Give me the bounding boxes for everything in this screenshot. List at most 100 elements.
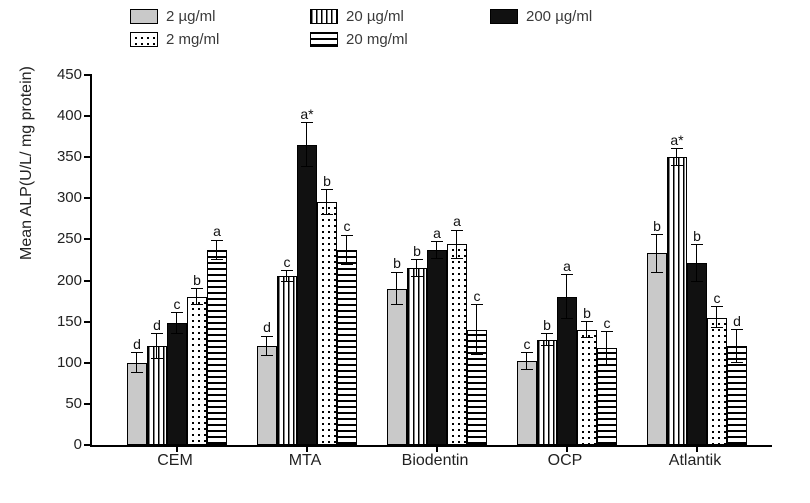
error-cap <box>341 235 353 236</box>
bar-value-label: c <box>335 218 359 234</box>
error-cap <box>731 362 743 363</box>
bar <box>127 363 147 445</box>
y-tick-label: 150 <box>50 313 82 330</box>
bar-value-label: c <box>595 315 619 331</box>
error-bar <box>696 245 697 281</box>
bar-value-label: d <box>255 319 279 335</box>
error-cap <box>671 165 683 166</box>
error-bar <box>566 275 567 319</box>
legend-swatch <box>130 32 158 47</box>
y-tick-label: 200 <box>50 272 82 289</box>
error-cap <box>341 264 353 265</box>
error-cap <box>211 259 223 260</box>
error-cap <box>541 345 553 346</box>
error-cap <box>691 281 703 282</box>
legend-item: 20 µg/ml <box>310 8 490 25</box>
bar <box>447 244 467 445</box>
error-cap <box>521 352 533 353</box>
y-tick <box>84 115 92 117</box>
error-bar <box>346 235 347 265</box>
y-tick-label: 100 <box>50 354 82 371</box>
y-tick-label: 0 <box>50 436 82 453</box>
error-cap <box>471 304 483 305</box>
error-cap <box>561 318 573 319</box>
bar <box>707 318 727 445</box>
x-tick-label: Atlantik <box>650 452 740 470</box>
error-bar <box>306 123 307 167</box>
error-cap <box>281 270 293 271</box>
error-cap <box>191 304 203 305</box>
bar-value-label: b <box>185 272 209 288</box>
error-bar <box>606 332 607 365</box>
y-tick <box>84 280 92 282</box>
legend-item: 2 mg/ml <box>130 31 310 48</box>
error-bar <box>656 235 657 273</box>
error-cap <box>541 333 553 334</box>
bar <box>147 346 167 445</box>
error-bar <box>176 313 177 334</box>
bar <box>187 297 207 445</box>
error-cap <box>651 234 663 235</box>
legend: 2 µg/ml 20 µg/ml 200 µg/ml 2 mg/ml 20 mg… <box>130 8 690 48</box>
error-cap <box>581 337 593 338</box>
bar <box>687 263 707 445</box>
bar <box>257 346 277 445</box>
bar-value-label: d <box>725 313 749 329</box>
y-tick-label: 250 <box>50 230 82 247</box>
y-tick-label: 350 <box>50 148 82 165</box>
error-bar <box>436 242 437 258</box>
error-bar <box>266 336 267 356</box>
bar <box>317 202 337 445</box>
error-cap <box>451 258 463 259</box>
error-cap <box>191 288 203 289</box>
error-cap <box>601 364 613 365</box>
error-cap <box>321 214 333 215</box>
x-tick <box>566 445 568 452</box>
error-cap <box>171 312 183 313</box>
error-cap <box>261 336 273 337</box>
bar <box>297 145 317 445</box>
error-bar <box>196 289 197 305</box>
error-cap <box>711 327 723 328</box>
bar-value-label: c <box>275 254 299 270</box>
y-tick <box>84 321 92 323</box>
figure: 2 µg/ml 20 µg/ml 200 µg/ml 2 mg/ml 20 mg… <box>0 0 810 503</box>
error-bar <box>156 334 157 359</box>
bar <box>277 276 297 445</box>
bar-value-label: a* <box>295 106 319 122</box>
x-tick-label: OCP <box>520 452 610 470</box>
legend-swatch <box>310 9 338 24</box>
error-cap <box>281 281 293 282</box>
error-bar <box>416 260 417 276</box>
bar-value-label: c <box>515 336 539 352</box>
error-cap <box>171 333 183 334</box>
bar-value-label: b <box>535 317 559 333</box>
bar <box>167 323 187 445</box>
legend-swatch <box>130 9 158 24</box>
error-bar <box>136 353 137 373</box>
bar-value-label: b <box>315 173 339 189</box>
error-cap <box>391 304 403 305</box>
bar <box>407 268 427 445</box>
y-tick-label: 400 <box>50 107 82 124</box>
error-cap <box>431 258 443 259</box>
legend-label: 2 µg/ml <box>166 8 216 25</box>
bar-value-label: d <box>125 336 149 352</box>
error-bar <box>586 322 587 338</box>
error-cap <box>211 240 223 241</box>
legend-label: 200 µg/ml <box>526 8 592 25</box>
x-tick <box>436 445 438 452</box>
x-tick-label: MTA <box>260 452 350 470</box>
legend-swatch <box>310 32 338 47</box>
bar-value-label: c <box>465 288 489 304</box>
legend-item: 200 µg/ml <box>490 8 670 25</box>
legend-item: 2 µg/ml <box>130 8 310 25</box>
y-tick <box>84 197 92 199</box>
legend-label: 20 mg/ml <box>346 31 408 48</box>
error-cap <box>431 241 443 242</box>
x-tick <box>696 445 698 452</box>
y-tick <box>84 403 92 405</box>
bar <box>337 250 357 445</box>
bar <box>517 361 537 445</box>
error-cap <box>261 355 273 356</box>
